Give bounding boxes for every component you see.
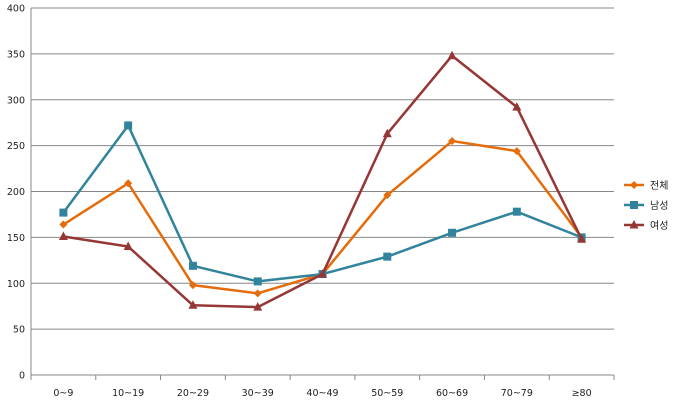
y-tick-label: 150	[7, 233, 25, 244]
legend-label: 여성	[650, 220, 668, 232]
legend-label: 전체	[650, 180, 668, 192]
y-tick-label: 350	[7, 49, 25, 60]
y-tick-label: 400	[7, 4, 25, 15]
y-tick-label: 250	[7, 141, 25, 152]
axes	[30, 8, 615, 380]
y-tick-label: 0	[19, 371, 25, 382]
data-point	[512, 102, 522, 111]
series-3	[58, 50, 587, 311]
data-point	[124, 179, 133, 188]
legend-item: 여성	[624, 220, 668, 232]
data-point	[577, 234, 587, 243]
legend-marker	[630, 201, 638, 209]
x-tick-label: 20~29	[177, 388, 209, 399]
data-point	[383, 191, 392, 200]
y-tick-label: 50	[13, 325, 25, 336]
legend-item: 전체	[624, 180, 668, 192]
data-point	[318, 269, 327, 278]
x-tick-labels: 0~9 10~19 20~29 30~39 40~49 50~59 60~69 70~79 ≥8…	[53, 388, 591, 399]
data-point	[253, 302, 263, 311]
x-tick-label: 40~49	[306, 388, 338, 399]
x-tick-label: 30~39	[242, 388, 274, 399]
data-point	[253, 289, 262, 298]
y-tick-label: 100	[7, 279, 25, 290]
data-point	[382, 128, 392, 138]
x-tick-label: 10~19	[112, 388, 144, 399]
data-point	[512, 147, 521, 156]
x-tick-label: 50~59	[371, 388, 403, 399]
x-tick-label: 0~9	[53, 388, 73, 399]
legend-label: 남성	[650, 200, 668, 212]
data-point	[188, 281, 197, 290]
x-tick-label: 60~69	[436, 388, 468, 399]
data-point	[188, 261, 197, 270]
legend-item: 남성	[624, 200, 668, 212]
x-tick-label: ≥80	[572, 388, 592, 399]
data-point	[383, 252, 392, 261]
x-tick-label: 70~79	[501, 388, 533, 399]
data-point	[59, 208, 68, 217]
y-tick-label: 200	[7, 187, 25, 198]
data-point	[188, 300, 198, 309]
series-lines	[58, 50, 587, 311]
data-point	[448, 228, 457, 237]
data-point	[124, 121, 133, 130]
gridlines	[31, 7, 614, 330]
legend-marker	[630, 181, 638, 189]
legend-marker	[629, 220, 639, 229]
data-point	[253, 277, 262, 286]
data-point	[448, 137, 457, 146]
data-point	[123, 241, 133, 251]
data-point	[58, 231, 68, 240]
y-tick-label: 300	[7, 95, 25, 106]
y-tick-labels: 0 50 100 150 200 250 300 350 400	[7, 4, 25, 382]
data-point	[59, 220, 68, 229]
data-point	[447, 50, 457, 60]
data-point	[512, 207, 521, 216]
